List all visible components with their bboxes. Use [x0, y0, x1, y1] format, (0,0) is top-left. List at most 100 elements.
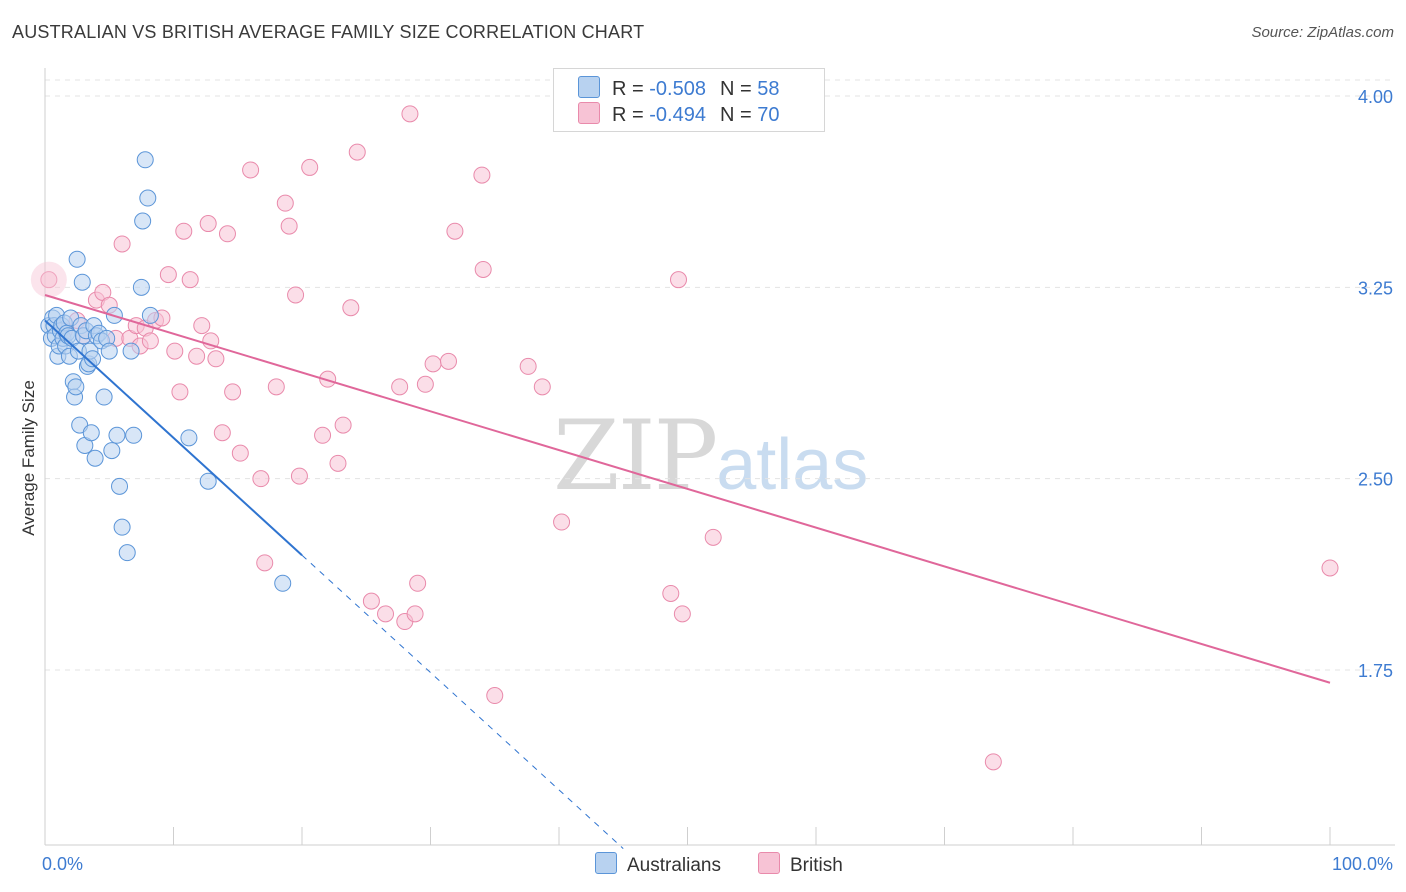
british-point — [329, 454, 347, 472]
british-point — [519, 357, 537, 375]
british-point — [213, 424, 231, 442]
legend-r-label: R = — [612, 78, 650, 100]
trendlines — [44, 294, 1331, 849]
british-point — [984, 753, 1002, 771]
british-point — [276, 194, 294, 212]
british-point — [662, 584, 680, 602]
british-point — [673, 605, 691, 623]
legend-n-label: N = — [719, 78, 758, 100]
x-tick-label: 0.0% — [42, 854, 83, 874]
british-point — [1321, 559, 1339, 577]
bottom-legend-australians: Australians — [595, 852, 721, 877]
british-point — [280, 217, 298, 235]
y-tick-label: 1.75 — [1358, 661, 1393, 681]
british-point — [439, 352, 457, 370]
british-point — [314, 426, 332, 444]
british-point — [287, 286, 305, 304]
british-point — [409, 574, 427, 592]
y-axis-label: Average Family Size — [19, 380, 38, 536]
british-point — [30, 261, 67, 298]
british-point — [473, 166, 491, 184]
british-point — [704, 528, 722, 546]
x-tick-labels: 0.0% 100.0% — [42, 854, 1393, 874]
british-point — [362, 592, 380, 610]
british-point — [188, 347, 206, 365]
australian-point — [67, 378, 85, 396]
british-point — [175, 222, 193, 240]
australian-point — [132, 278, 150, 296]
australian-point — [108, 426, 126, 444]
british-point — [474, 260, 492, 278]
british-point — [166, 342, 184, 360]
australian-point — [134, 212, 152, 230]
australian-point — [125, 426, 143, 444]
british-point — [40, 271, 58, 289]
british-point — [290, 467, 308, 485]
british-point — [406, 605, 424, 623]
australian-point — [139, 189, 157, 207]
source-label: Source: ZipAtlas.com — [1251, 24, 1394, 41]
british-swatch — [578, 102, 600, 124]
australian-point — [95, 388, 113, 406]
australian-point — [84, 350, 102, 368]
bottom-legend-british: British — [758, 852, 843, 877]
legend-row-australians: R = -0.508 N = 58 — [578, 76, 779, 100]
british-point — [207, 350, 225, 368]
british-point — [553, 513, 571, 531]
british-point — [193, 317, 211, 335]
australian-point — [82, 424, 100, 442]
australian-point — [141, 306, 159, 324]
british-point — [533, 378, 551, 396]
british-legend-swatch — [758, 852, 780, 874]
british-point — [181, 271, 199, 289]
australian-point — [86, 449, 104, 467]
british-point — [401, 105, 419, 123]
british-point — [218, 225, 236, 243]
british-point — [301, 158, 319, 176]
chart-title: AUSTRALIAN VS BRITISH AVERAGE FAMILY SIZ… — [12, 22, 645, 42]
british-point — [267, 378, 285, 396]
british-point — [377, 605, 395, 623]
british-point — [670, 271, 688, 289]
australians-trendline-extension — [301, 554, 624, 849]
x-tick-label: 100.0% — [1332, 854, 1393, 874]
british-point — [319, 370, 337, 388]
legend-row-british: R = -0.494 N = 70 — [578, 102, 779, 126]
british-point — [231, 444, 249, 462]
british-point — [141, 332, 159, 350]
british-point — [486, 687, 504, 705]
british-point — [252, 470, 270, 488]
y-tick-label: 2.50 — [1358, 470, 1393, 490]
british-legend-label: British — [790, 855, 843, 876]
australian-points — [40, 151, 292, 592]
australian-point — [113, 518, 131, 536]
australians-swatch — [578, 76, 600, 98]
australian-point — [73, 273, 91, 291]
australians-trendline — [44, 319, 303, 556]
australians-legend-swatch — [595, 852, 617, 874]
british-point — [199, 215, 217, 233]
british-point — [224, 383, 242, 401]
watermark-atlas: atlas — [716, 425, 869, 505]
british-point — [334, 416, 352, 434]
y-tick-label: 3.25 — [1358, 278, 1393, 298]
australian-point — [180, 429, 198, 447]
british-point — [342, 299, 360, 317]
british-point — [424, 355, 442, 373]
british-trendline — [44, 294, 1331, 684]
british-point — [256, 554, 274, 572]
australian-point — [111, 477, 129, 495]
australian-point — [68, 250, 86, 268]
australian-point — [136, 151, 154, 169]
australian-point — [274, 574, 292, 592]
legend-n-label: N = — [719, 104, 758, 126]
australian-point — [103, 442, 121, 460]
british-point — [348, 143, 366, 161]
legend-n-value: 58 — [757, 78, 780, 100]
y-tick-label: 4.00 — [1358, 87, 1393, 107]
legend-r-label: R = — [612, 104, 650, 126]
british-point — [202, 332, 220, 350]
british-point — [416, 375, 434, 393]
correlation-legend: R = -0.508 N = 58 R = -0.494 N = 70 — [553, 68, 825, 132]
british-point — [159, 266, 177, 284]
